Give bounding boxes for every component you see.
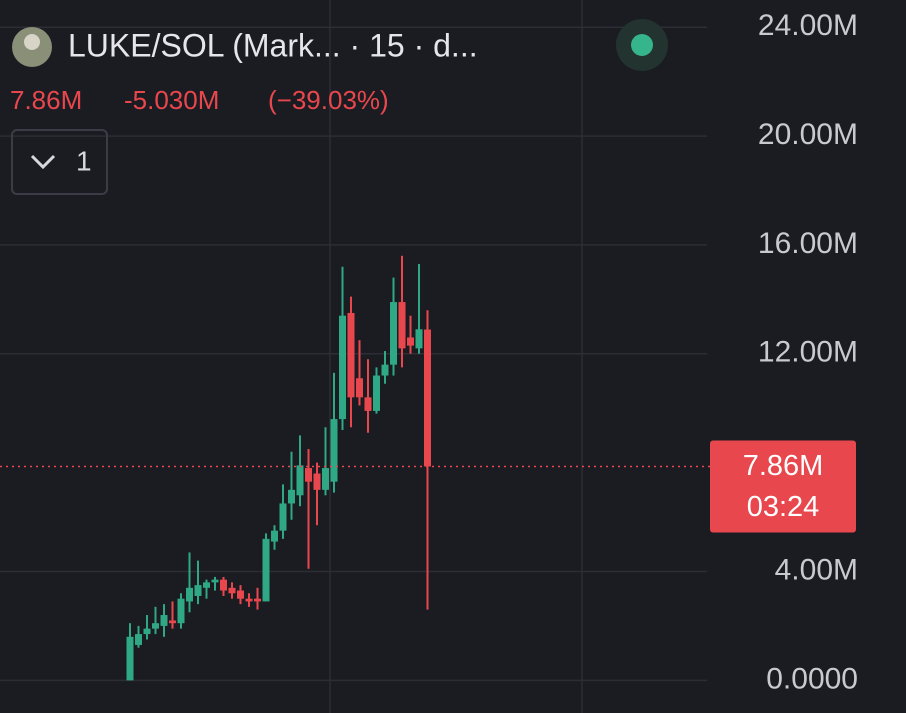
y-tick-label: 4.00M: [775, 553, 858, 586]
candle-body: [390, 302, 397, 365]
chevron-icon: [30, 154, 56, 170]
candle-body: [364, 397, 372, 411]
avatar-face: [24, 34, 40, 50]
candle-body: [160, 615, 168, 626]
candle-body: [245, 598, 253, 602]
candle-body: [415, 329, 423, 349]
last-price-label: 7.86M: [743, 450, 824, 482]
y-tick-label: 24.00M: [758, 9, 858, 42]
candle-body: [381, 364, 389, 376]
candle-body: [398, 302, 406, 349]
candle-body: [135, 634, 142, 645]
candle-body: [143, 628, 151, 635]
y-tick-label: 16.00M: [758, 227, 858, 260]
candle-body: [228, 587, 236, 594]
status-dot: [631, 34, 653, 56]
candle-body: [279, 503, 287, 531]
candle-body: [339, 315, 346, 420]
candle-body: [407, 337, 414, 346]
candle-body: [313, 473, 321, 490]
candle-body: [288, 489, 295, 504]
candle-body: [322, 468, 329, 490]
candle-body: [211, 579, 219, 583]
candle-body: [203, 582, 210, 588]
indicator-toggle[interactable]: [11, 129, 108, 195]
candle-body: [220, 579, 227, 591]
change-pct: (−39.03%): [268, 85, 389, 115]
y-axis: 0.0000 4.00M 12.00M 16.00M 20.00M 24.00M 7.86M…: [710, 9, 858, 695]
plot: [0, 26, 710, 682]
title: LUKE/SOL (Mark... · 15 · d...: [68, 27, 478, 63]
candle-body: [186, 587, 193, 602]
candle-body: [126, 636, 134, 681]
candle-body: [330, 419, 338, 482]
candle-body: [152, 623, 159, 629]
candle-body: [373, 375, 380, 411]
y-tick-label: 12.00M: [758, 336, 858, 369]
last-value: 7.86M: [10, 85, 82, 115]
last-price-badge: [710, 440, 856, 533]
y-tick-label: 0.0000: [766, 662, 858, 695]
candle-body: [254, 598, 261, 602]
change: -5.030M: [124, 85, 219, 115]
candle-body: [424, 329, 431, 467]
candle-body: [177, 598, 185, 624]
candle-body: [262, 538, 270, 602]
y-tick-label: 20.00M: [758, 118, 858, 151]
candle-body: [237, 590, 244, 599]
candle-body: [356, 378, 363, 398]
candle-body: [305, 468, 312, 482]
candle-body: [169, 620, 176, 624]
candle-body: [347, 312, 355, 398]
candle-body: [271, 530, 278, 542]
indicator-count: 1: [76, 145, 92, 176]
candle-body: [296, 465, 304, 496]
candle-body: [194, 585, 202, 596]
countdown: 03:24: [747, 491, 820, 523]
